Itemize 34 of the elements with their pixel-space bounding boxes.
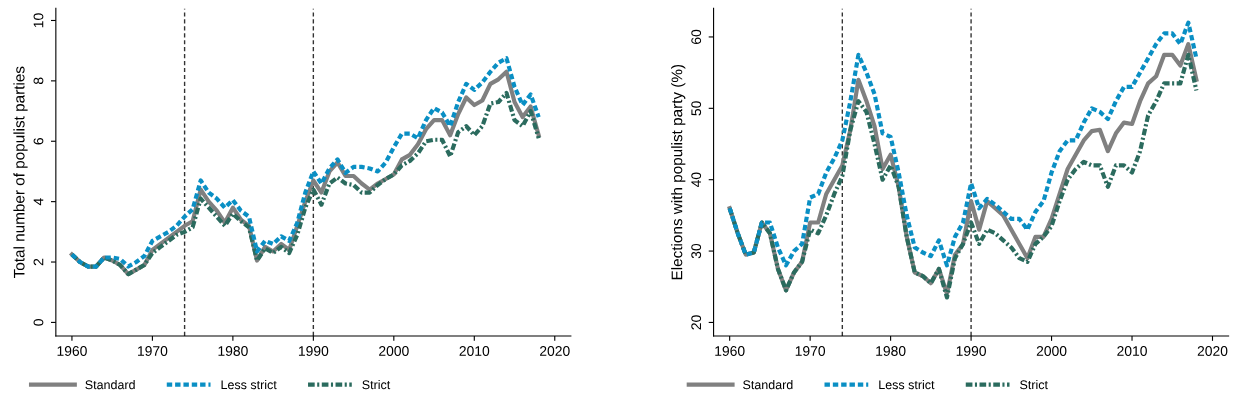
legend-label: Less strict — [879, 380, 935, 390]
x-tick-label: 1990 — [298, 346, 329, 356]
x-tick-label: 1960 — [715, 346, 745, 356]
x-tick-label: 2020 — [1197, 346, 1228, 356]
y-tick-label: 4 — [33, 198, 44, 206]
x-tick-label: 2000 — [1036, 346, 1067, 356]
y-tick-label: 60 — [691, 29, 702, 44]
y-tick-label: 2 — [33, 258, 44, 266]
y-tick-label: 10 — [33, 13, 44, 28]
x-tick-label: 1960 — [57, 346, 87, 356]
x-tick-label: 2010 — [459, 346, 490, 356]
y-axis-title: Total number of populist parties — [13, 66, 28, 278]
y-tick-label: 40 — [691, 172, 702, 188]
x-tick-label: 2010 — [1117, 346, 1147, 356]
legend-label: Strict — [1020, 380, 1048, 390]
y-tick-label: 50 — [691, 101, 702, 116]
x-tick-label: 2000 — [379, 346, 409, 356]
y-tick-label: 0 — [33, 319, 44, 326]
line-series — [727, 20, 1199, 268]
x-tick-label: 1980 — [218, 346, 248, 356]
legend-label: Standard — [743, 380, 793, 390]
y-tick-label: 6 — [33, 138, 44, 145]
legend-label: Standard — [85, 380, 135, 390]
x-tick-label: 1970 — [138, 346, 168, 356]
x-tick-label: 1980 — [876, 346, 906, 356]
y-tick-label: 8 — [33, 77, 44, 85]
x-tick-label: 2020 — [540, 346, 570, 356]
legend-label: Less strict — [221, 380, 277, 390]
y-tick-label: 30 — [691, 243, 702, 259]
legend-label: Strict — [362, 380, 391, 390]
y-tick-label: 20 — [691, 315, 702, 330]
x-tick-label: 1990 — [956, 346, 986, 356]
y-axis-title: Elections with populist party (%) — [671, 64, 686, 280]
x-tick-label: 1970 — [795, 346, 826, 356]
